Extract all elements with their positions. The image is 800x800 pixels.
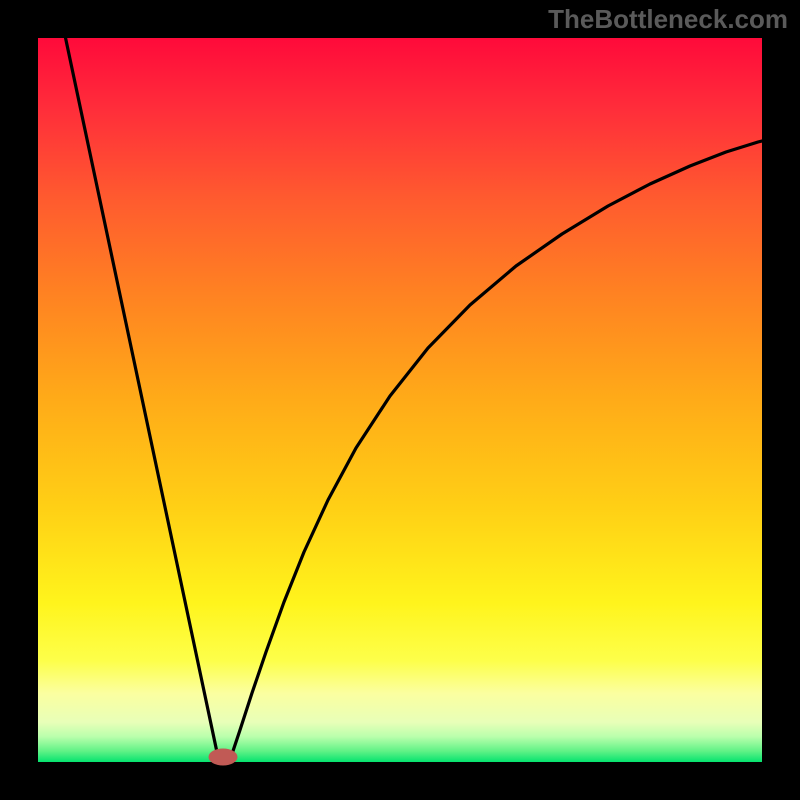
minimum-marker: [0, 0, 800, 800]
chart-container: TheBottleneck.com: [0, 0, 800, 800]
plot-area: [38, 38, 762, 762]
watermark-text: TheBottleneck.com: [548, 4, 788, 35]
